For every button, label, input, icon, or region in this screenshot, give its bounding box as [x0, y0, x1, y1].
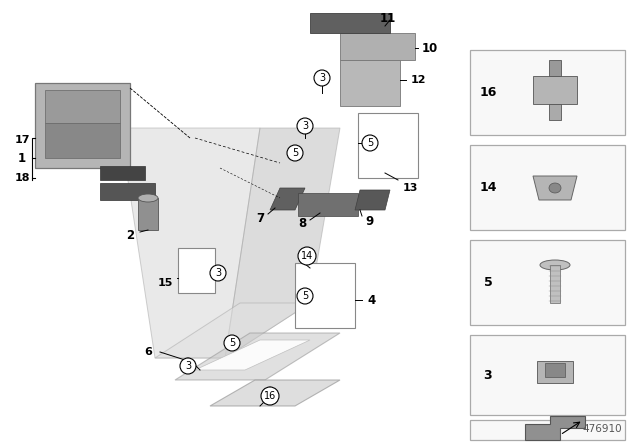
Circle shape: [224, 335, 240, 351]
Text: 8: 8: [298, 216, 306, 229]
Text: 16: 16: [479, 86, 497, 99]
Text: 3: 3: [484, 369, 492, 382]
Text: 3: 3: [185, 361, 191, 371]
Text: 17: 17: [14, 135, 29, 145]
Text: 4: 4: [368, 293, 376, 306]
Text: 5: 5: [229, 338, 235, 348]
Polygon shape: [525, 416, 585, 440]
Text: 3: 3: [319, 73, 325, 83]
Polygon shape: [358, 113, 418, 178]
Bar: [550, 265, 560, 303]
Bar: [470, 420, 625, 440]
Polygon shape: [45, 90, 120, 123]
Polygon shape: [270, 188, 305, 210]
Text: 14: 14: [479, 181, 497, 194]
Polygon shape: [298, 193, 358, 216]
Circle shape: [297, 118, 313, 134]
Text: 12: 12: [410, 75, 426, 85]
Bar: [470, 50, 625, 135]
Polygon shape: [225, 128, 340, 358]
Circle shape: [297, 288, 313, 304]
Bar: [533, 76, 577, 104]
Text: 18: 18: [14, 173, 29, 183]
Ellipse shape: [549, 183, 561, 193]
Text: 14: 14: [301, 251, 313, 261]
Polygon shape: [100, 166, 145, 180]
Polygon shape: [210, 380, 340, 406]
Polygon shape: [120, 128, 260, 358]
Text: 476910: 476910: [582, 424, 622, 434]
Ellipse shape: [138, 194, 158, 202]
Circle shape: [180, 358, 196, 374]
Bar: [470, 335, 625, 415]
Polygon shape: [195, 340, 310, 370]
Ellipse shape: [540, 260, 570, 270]
Bar: [549, 60, 561, 76]
Text: 7: 7: [256, 211, 264, 224]
Bar: [549, 104, 561, 120]
Polygon shape: [175, 333, 340, 380]
Polygon shape: [295, 263, 355, 328]
Text: 3: 3: [215, 268, 221, 278]
Bar: [545, 363, 565, 377]
Polygon shape: [340, 60, 400, 106]
Circle shape: [210, 265, 226, 281]
Polygon shape: [355, 190, 390, 210]
Circle shape: [298, 247, 316, 265]
Bar: [466, 8, 623, 410]
Text: 16: 16: [264, 391, 276, 401]
Bar: [537, 361, 573, 383]
Polygon shape: [178, 248, 215, 293]
Text: 2: 2: [126, 228, 134, 241]
Text: 15: 15: [157, 278, 173, 288]
Text: 6: 6: [144, 347, 152, 357]
Polygon shape: [340, 33, 415, 60]
Circle shape: [261, 387, 279, 405]
Polygon shape: [35, 83, 130, 168]
Text: 5: 5: [302, 291, 308, 301]
Polygon shape: [155, 303, 310, 358]
Text: 13: 13: [403, 183, 418, 193]
Text: 5: 5: [367, 138, 373, 148]
Polygon shape: [45, 123, 120, 158]
Bar: [470, 240, 625, 325]
Polygon shape: [310, 13, 390, 33]
Bar: [470, 145, 625, 230]
Polygon shape: [533, 176, 577, 200]
Text: 10: 10: [422, 42, 438, 55]
Circle shape: [287, 145, 303, 161]
Text: 9: 9: [366, 215, 374, 228]
Text: 1: 1: [18, 151, 26, 164]
Text: 5: 5: [292, 148, 298, 158]
Polygon shape: [100, 183, 155, 200]
Bar: [138, 198, 158, 230]
Circle shape: [362, 135, 378, 151]
Circle shape: [314, 70, 330, 86]
Text: 5: 5: [484, 276, 492, 289]
Text: 3: 3: [302, 121, 308, 131]
Text: 11: 11: [380, 12, 396, 25]
